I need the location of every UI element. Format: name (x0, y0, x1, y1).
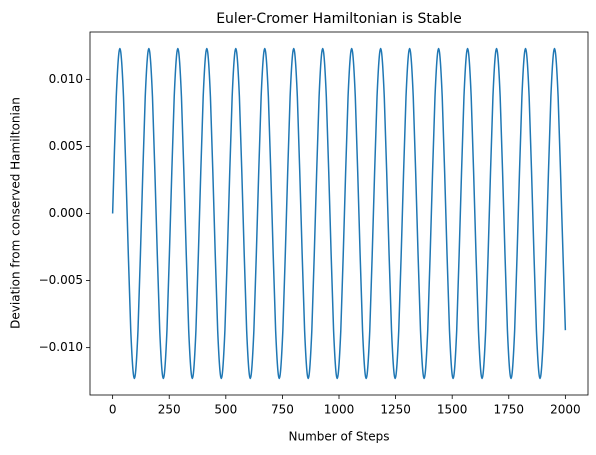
y-tick-label: −0.010 (39, 340, 83, 354)
x-tick-label: 0 (109, 403, 117, 417)
y-tick-label: 0.005 (49, 139, 83, 153)
x-tick-label: 1500 (437, 403, 468, 417)
x-axis-label: Number of Steps (289, 430, 390, 444)
y-tick-label: 0.010 (49, 72, 83, 86)
y-tick-label: −0.005 (39, 273, 83, 287)
x-tick-label: 250 (158, 403, 181, 417)
x-tick-label: 500 (214, 403, 237, 417)
chart-title: Euler-Cromer Hamiltonian is Stable (216, 11, 462, 27)
x-tick-label: 2000 (550, 403, 581, 417)
x-tick-label: 750 (271, 403, 294, 417)
y-tick-label: 0.000 (49, 206, 83, 220)
x-tick-label: 1750 (493, 403, 524, 417)
plot-frame (89, 31, 589, 396)
series-line (111, 47, 567, 380)
x-tick-label: 1250 (380, 403, 411, 417)
x-tick-label: 1000 (324, 403, 355, 417)
y-axis-label: Deviation from conserved Hamiltonian (9, 97, 23, 329)
